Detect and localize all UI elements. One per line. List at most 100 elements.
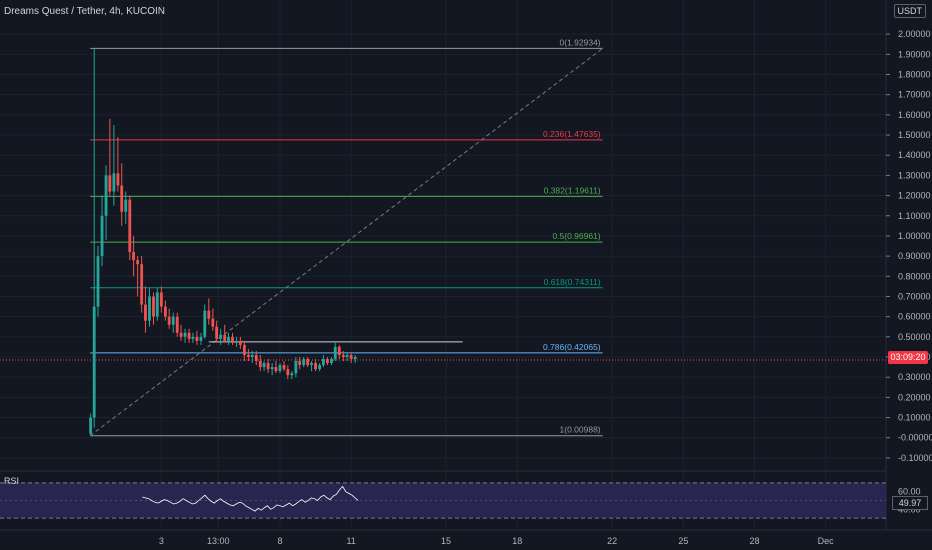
candle-body xyxy=(278,365,282,372)
price-tick-label: 1.90000 xyxy=(898,49,931,59)
candle-body xyxy=(298,361,302,366)
fib-level-label: 0.618(0.74311) xyxy=(544,277,601,287)
candle-body xyxy=(199,336,203,341)
candle-body xyxy=(124,199,128,212)
candle-body xyxy=(144,304,147,321)
candle-body xyxy=(195,336,199,341)
candle-body xyxy=(100,215,104,257)
candle-body xyxy=(104,175,108,216)
price-tick-label: 1.80000 xyxy=(898,70,931,80)
price-tick-label: 1.30000 xyxy=(898,170,931,180)
candle-body xyxy=(341,354,345,358)
candle-body xyxy=(306,359,310,366)
candle-body xyxy=(302,359,306,366)
rsi-value-tag: 49.97 xyxy=(892,496,928,510)
rsi-indicator-label[interactable]: RSI xyxy=(4,476,20,486)
candle-body xyxy=(159,292,163,307)
fibonacci-retracement[interactable]: 0(1.92934) 0.236(1.47635) 0.382(1.19611) 0.… xyxy=(0,37,886,437)
time-axis[interactable]: 3 13:00 8 11 15 18 22 25 28 Dec xyxy=(0,529,932,546)
candle-body xyxy=(345,354,349,358)
candle-body xyxy=(270,367,274,370)
candle-body xyxy=(191,336,195,339)
candle-body xyxy=(163,306,167,317)
price-tick-label: 0.10000 xyxy=(898,413,931,423)
time-tick-label: 22 xyxy=(607,536,617,546)
currency-badge[interactable]: USDT xyxy=(893,4,926,18)
price-tick-label: 0.60000 xyxy=(898,312,931,322)
candle-body xyxy=(314,363,317,370)
time-tick-label: Dec xyxy=(818,536,835,546)
price-tick-label: 1.20000 xyxy=(898,191,931,201)
rsi-line xyxy=(142,485,359,512)
candle-body xyxy=(238,340,242,345)
rsi-tick-label: 60.00 xyxy=(898,487,921,497)
price-tick-label: 2.00000 xyxy=(898,29,931,39)
price-tick-label: 0.30000 xyxy=(898,372,931,382)
candle-body xyxy=(274,367,278,372)
candle-body xyxy=(148,296,151,321)
candle-body xyxy=(116,173,120,186)
price-tick-label: 0.50000 xyxy=(898,332,931,342)
candle-body xyxy=(282,365,286,370)
time-tick-label: 28 xyxy=(749,536,759,546)
candle-body xyxy=(108,175,112,192)
time-tick-label: 25 xyxy=(678,536,688,546)
candle-body xyxy=(326,359,329,364)
candle-body xyxy=(89,417,93,434)
candle-body xyxy=(155,292,159,317)
candle-body xyxy=(290,373,294,376)
price-tick-label: -0.00000 xyxy=(898,433,932,443)
candle-body xyxy=(96,256,100,307)
price-tick-label: 0.70000 xyxy=(898,291,931,301)
candle-body xyxy=(203,310,207,337)
price-tick-label: 1.00000 xyxy=(898,231,931,241)
symbol-title[interactable]: Dreams Quest / Tether, 4h, KUCOIN xyxy=(4,6,165,17)
candle-body xyxy=(183,332,187,337)
fib-level-label: 0.382(1.19611) xyxy=(544,185,601,195)
candle-body xyxy=(227,336,230,341)
candle-body xyxy=(330,359,333,364)
candle-body xyxy=(310,363,313,366)
candle-body xyxy=(219,334,223,339)
candle-body xyxy=(211,318,215,327)
candle-body xyxy=(235,340,238,343)
candle-body xyxy=(242,344,246,355)
candle-body xyxy=(112,173,116,192)
fib-level-label: 0.5(0.96961) xyxy=(552,231,600,241)
price-tick-label: 0.80000 xyxy=(898,271,931,281)
candle-body xyxy=(136,260,140,265)
candle-body xyxy=(254,354,258,362)
price-tick-label: -0.10000 xyxy=(898,453,932,463)
price-tick-label: 1.40000 xyxy=(898,150,931,160)
candle-body xyxy=(207,310,211,319)
fib-level-label: 0(1.92934) xyxy=(560,37,601,47)
candle-body xyxy=(140,264,144,305)
candle-body xyxy=(286,369,290,376)
price-tick-label: 1.10000 xyxy=(898,211,931,221)
candle-body xyxy=(333,346,337,360)
price-tick-label: 0.20000 xyxy=(898,392,931,402)
candle-body xyxy=(321,359,325,366)
candle-body xyxy=(262,363,266,368)
candle-body xyxy=(294,361,298,374)
time-tick-label: 8 xyxy=(277,536,282,546)
fib-level-label: 1(0.00988) xyxy=(560,425,601,435)
rsi-pane[interactable]: 60.0040.00 xyxy=(0,482,921,519)
fib-level-label: 0.236(1.47635) xyxy=(543,129,601,139)
candle-body xyxy=(223,334,227,341)
time-tick-label: 11 xyxy=(346,536,355,546)
candle-body xyxy=(231,336,234,343)
candle-body xyxy=(318,365,322,370)
candle-body xyxy=(152,296,155,317)
price-tick-label: 0.90000 xyxy=(898,251,931,261)
candle-body xyxy=(349,354,353,360)
time-tick-label: 13:00 xyxy=(207,536,230,546)
candle-body xyxy=(353,357,357,360)
price-axis[interactable]: 2.00000 1.90000 1.80000 1.70000 1.60000 1.500… xyxy=(885,0,932,530)
candle-body xyxy=(92,306,96,418)
candle-body xyxy=(171,316,175,325)
candlestick-series xyxy=(89,48,357,436)
price-tick-label: 1.70000 xyxy=(898,90,931,100)
candle-body xyxy=(337,346,341,355)
